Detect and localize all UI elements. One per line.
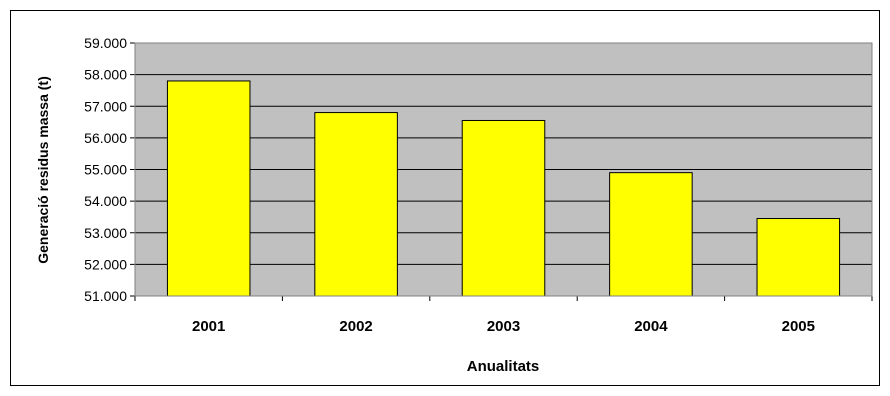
plot-border	[134, 42, 873, 297]
y-tick-label: 51.000	[84, 288, 127, 304]
y-tick-label: 56.000	[84, 130, 127, 146]
x-tick-label: 2001	[192, 318, 225, 335]
y-tick-label: 57.000	[84, 98, 127, 114]
y-tick-label: 54.000	[84, 193, 127, 209]
x-tick-label: 2003	[487, 318, 520, 335]
y-tick-label: 53.000	[84, 225, 127, 241]
x-tick-label: 2002	[339, 318, 372, 335]
x-axis-label: Anualitats	[467, 358, 540, 375]
x-tick-label: 2005	[782, 318, 815, 335]
y-tick-label: 55.000	[84, 162, 127, 178]
y-tick-label: 52.000	[84, 256, 127, 272]
y-tick-label: 58.000	[84, 67, 127, 83]
y-axis-label: Generació residus massa (t)	[35, 76, 51, 264]
bar-2003	[461, 119, 546, 297]
bar-2002	[314, 112, 398, 297]
bar-2005	[756, 218, 841, 297]
x-tick-label: 2004	[634, 318, 668, 335]
bar-2001	[166, 80, 251, 297]
y-tick-label: 59.000	[84, 35, 127, 51]
bar-2004	[609, 172, 693, 297]
